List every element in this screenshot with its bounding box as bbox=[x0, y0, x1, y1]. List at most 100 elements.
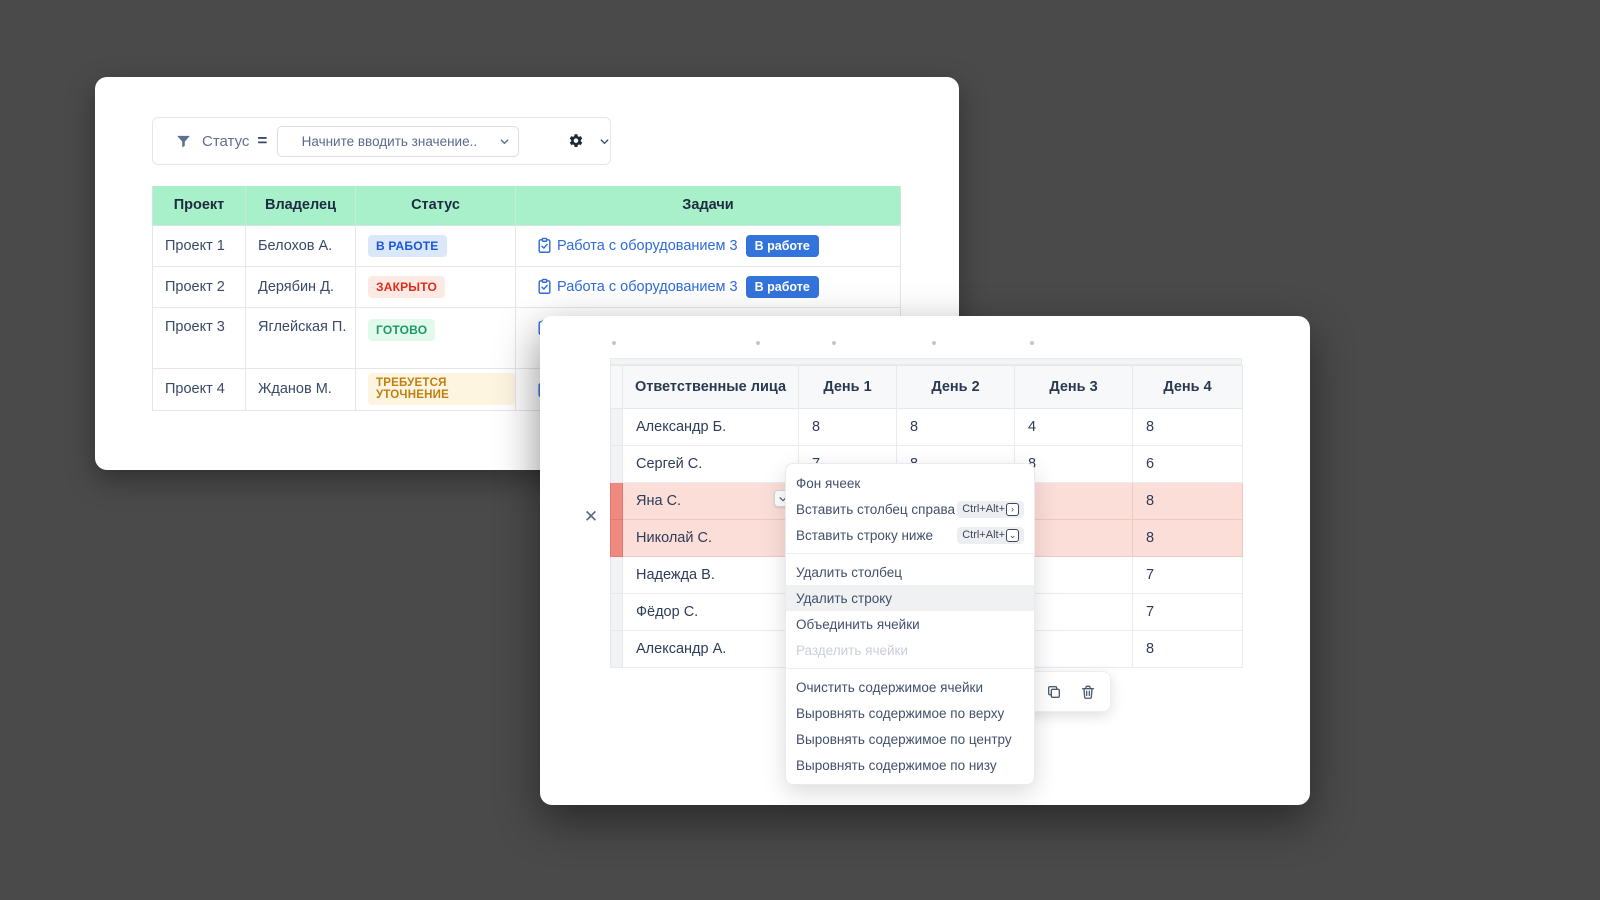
row-selector[interactable] bbox=[610, 630, 623, 668]
chevron-down-icon[interactable] bbox=[499, 136, 510, 147]
column-header: День 2 bbox=[896, 365, 1015, 409]
status-badge: ЗАКРЫТО bbox=[368, 275, 446, 298]
table-header-row: Проект Владелец Статус Задачи bbox=[152, 186, 901, 226]
gutter-header bbox=[610, 365, 623, 409]
status-cell[interactable]: ГОТОВО bbox=[355, 306, 516, 369]
row-selector[interactable] bbox=[610, 445, 623, 483]
menu-separator bbox=[786, 668, 1034, 669]
name-cell[interactable]: Надежда В. bbox=[622, 556, 799, 594]
task-link[interactable]: Работа с оборудованием 3 bbox=[557, 237, 738, 254]
shortcut-badge: Ctrl+Alt+ › bbox=[957, 500, 1024, 518]
resize-handle-dot[interactable] bbox=[612, 341, 616, 345]
tasks-cell[interactable]: Работа с оборудованием 3 В работе bbox=[515, 224, 901, 267]
status-badge: ГОТОВО bbox=[368, 318, 436, 341]
project-cell[interactable]: Проект 2 bbox=[152, 265, 246, 308]
menu-item-align-top[interactable]: Выровнять содержимое по верху bbox=[796, 705, 1005, 721]
project-cell[interactable]: Проект 4 bbox=[152, 367, 246, 411]
owner-cell[interactable]: Белохов А. bbox=[245, 224, 356, 267]
row-selector[interactable] bbox=[610, 482, 623, 520]
trash-icon[interactable] bbox=[1080, 684, 1096, 700]
name-cell[interactable]: Александр Б. bbox=[622, 408, 799, 446]
status-cell[interactable]: ЗАКРЫТО bbox=[355, 265, 516, 308]
value-cell[interactable]: 4 bbox=[1014, 408, 1133, 446]
menu-item-insert-row-below[interactable]: Вставить строку ниже Ctrl+Alt+ ⌄ bbox=[786, 522, 1034, 548]
name-cell[interactable]: Сергей С. bbox=[622, 445, 799, 483]
menu-item-align-center[interactable]: Выровнять содержимое по центру bbox=[796, 731, 1012, 747]
filter-bar: Статус = bbox=[152, 117, 611, 165]
value-cell[interactable]: 7 bbox=[1132, 593, 1243, 631]
filter-operator: = bbox=[257, 131, 268, 150]
task-status-badge: В работе bbox=[745, 234, 819, 257]
column-header: Владелец bbox=[245, 186, 356, 226]
column-header: Ответственные лица bbox=[622, 365, 799, 409]
menu-item-delete-column[interactable]: Удалить столбец bbox=[796, 564, 902, 580]
clipboard-check-icon bbox=[536, 278, 553, 295]
status-badge: ТРЕБУЕТСЯ УТОЧНЕНИЕ bbox=[368, 373, 515, 405]
menu-item-clear-cell-content[interactable]: Очистить содержимое ячейки bbox=[796, 679, 983, 695]
task-status-badge: В работе bbox=[745, 275, 819, 298]
name-cell[interactable]: Фёдор С. bbox=[622, 593, 799, 631]
arrow-right-key-icon: › bbox=[1006, 502, 1019, 516]
table-row: Александр Б. 8 8 4 8 bbox=[610, 408, 1243, 446]
resize-handle-dot[interactable] bbox=[756, 341, 760, 345]
chevron-down-icon[interactable] bbox=[599, 136, 610, 147]
name-cell[interactable]: Александр А. bbox=[622, 630, 799, 668]
column-header: День 4 bbox=[1132, 365, 1243, 409]
cell-context-menu: Фон ячеек Вставить столбец справа Ctrl+A… bbox=[785, 463, 1035, 785]
value-cell[interactable]: 8 bbox=[896, 408, 1015, 446]
table-row: Проект 2 Дерябин Д. ЗАКРЫТО Работа с обо… bbox=[152, 265, 901, 308]
table-top-strip bbox=[610, 358, 1242, 365]
menu-item-insert-column-right[interactable]: Вставить столбец справа Ctrl+Alt+ › bbox=[786, 496, 1034, 522]
menu-item-cell-background[interactable]: Фон ячеек bbox=[796, 475, 861, 491]
menu-item-delete-row[interactable]: Удалить строку bbox=[786, 585, 1034, 611]
filter-value-input[interactable] bbox=[277, 125, 520, 157]
gear-icon[interactable] bbox=[567, 132, 585, 150]
column-header: Проект bbox=[152, 186, 246, 226]
tasks-cell[interactable]: Работа с оборудованием 3 В работе bbox=[515, 265, 901, 308]
owner-cell[interactable]: Яглейская П. bbox=[245, 306, 356, 369]
status-cell[interactable]: В РАБОТЕ bbox=[355, 224, 516, 267]
column-resize-handles bbox=[540, 341, 1310, 345]
project-cell[interactable]: Проект 3 bbox=[152, 306, 246, 369]
clipboard-check-icon bbox=[536, 237, 553, 254]
row-selector[interactable] bbox=[610, 408, 623, 446]
column-header: День 3 bbox=[1014, 365, 1133, 409]
table-header-row: Ответственные лица День 1 День 2 День 3 … bbox=[610, 365, 1243, 409]
value-cell[interactable]: 8 bbox=[1132, 519, 1243, 557]
status-badge: В РАБОТЕ bbox=[368, 234, 447, 257]
value-cell[interactable]: 8 bbox=[798, 408, 897, 446]
value-cell[interactable]: 8 bbox=[1132, 482, 1243, 520]
table-row: Проект 1 Белохов А. В РАБОТЕ Работа с об… bbox=[152, 224, 901, 267]
status-cell[interactable]: ТРЕБУЕТСЯ УТОЧНЕНИЕ bbox=[355, 367, 516, 411]
column-header: День 1 bbox=[798, 365, 897, 409]
arrow-down-key-icon: ⌄ bbox=[1006, 528, 1019, 542]
value-cell[interactable]: 6 bbox=[1132, 445, 1243, 483]
name-cell[interactable]: Яна С. bbox=[622, 482, 799, 520]
shortcut-badge: Ctrl+Alt+ ⌄ bbox=[957, 526, 1024, 544]
resize-handle-dot[interactable] bbox=[932, 341, 936, 345]
name-cell[interactable]: Николай С. bbox=[622, 519, 799, 557]
value-cell[interactable]: 8 bbox=[1132, 630, 1243, 668]
resize-handle-dot[interactable] bbox=[832, 341, 836, 345]
filter-field-label: Статус bbox=[202, 132, 250, 150]
row-selector[interactable] bbox=[610, 519, 623, 557]
menu-item-align-bottom[interactable]: Выровнять содержимое по низу bbox=[796, 757, 997, 773]
owner-cell[interactable]: Дерябин Д. bbox=[245, 265, 356, 308]
menu-item-split-cells: Разделить ячейки bbox=[796, 642, 908, 658]
close-icon[interactable]: ✕ bbox=[583, 507, 599, 526]
copy-icon[interactable] bbox=[1046, 684, 1062, 700]
owner-cell[interactable]: Жданов М. bbox=[245, 367, 356, 411]
funnel-icon bbox=[175, 133, 192, 150]
value-cell[interactable]: 8 bbox=[1132, 408, 1243, 446]
row-selector[interactable] bbox=[610, 556, 623, 594]
column-header: Задачи bbox=[515, 186, 901, 226]
task-link[interactable]: Работа с оборудованием 3 bbox=[557, 278, 738, 295]
resize-handle-dot[interactable] bbox=[1030, 341, 1034, 345]
schedule-window: ✕ Ответственные лица День 1 День 2 День … bbox=[540, 316, 1310, 805]
menu-item-merge-cells[interactable]: Объединить ячейки bbox=[796, 616, 920, 632]
value-cell[interactable]: 7 bbox=[1132, 556, 1243, 594]
row-selector[interactable] bbox=[610, 593, 623, 631]
column-header: Статус bbox=[355, 186, 516, 226]
menu-separator bbox=[786, 553, 1034, 554]
project-cell[interactable]: Проект 1 bbox=[152, 224, 246, 267]
